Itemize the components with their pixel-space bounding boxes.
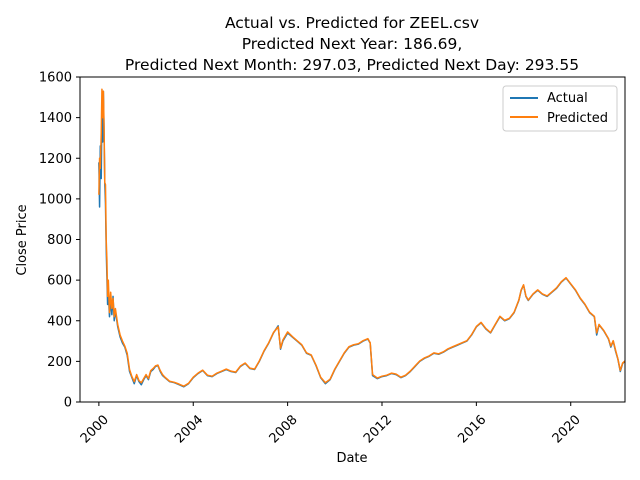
y-tick-label: 1400 [39, 111, 72, 126]
y-axis-title: Close Price [15, 204, 30, 275]
series-layer [98, 88, 625, 388]
title-line-1: Actual vs. Predicted for ZEEL.csv [225, 14, 479, 32]
y-axis: 0 200 400 600 800 1000 1200 1400 1600 [39, 71, 80, 411]
y-tick-label: 1200 [39, 152, 72, 167]
legend-label-actual: Actual [547, 91, 588, 106]
plot-frame [79, 76, 626, 403]
y-tick-label: 600 [47, 274, 72, 289]
y-tick-label: 800 [47, 233, 72, 248]
y-tick-label: 0 [64, 396, 72, 411]
series-line-predicted [98, 88, 625, 387]
y-tick-label: 1600 [39, 71, 72, 86]
y-tick-label: 1000 [39, 192, 72, 207]
legend-label-predicted: Predicted [547, 111, 608, 126]
x-axis-title: Date [336, 451, 367, 466]
legend: Actual Predicted [502, 85, 618, 132]
y-tick-label: 200 [47, 355, 72, 370]
chart-title: Actual vs. Predicted for ZEEL.csv Predic… [125, 14, 579, 74]
y-tick-label: 400 [47, 314, 72, 329]
title-line-3: Predicted Next Month: 297.03, Predicted … [125, 56, 579, 74]
title-line-2: Predicted Next Year: 186.69, [242, 35, 463, 53]
